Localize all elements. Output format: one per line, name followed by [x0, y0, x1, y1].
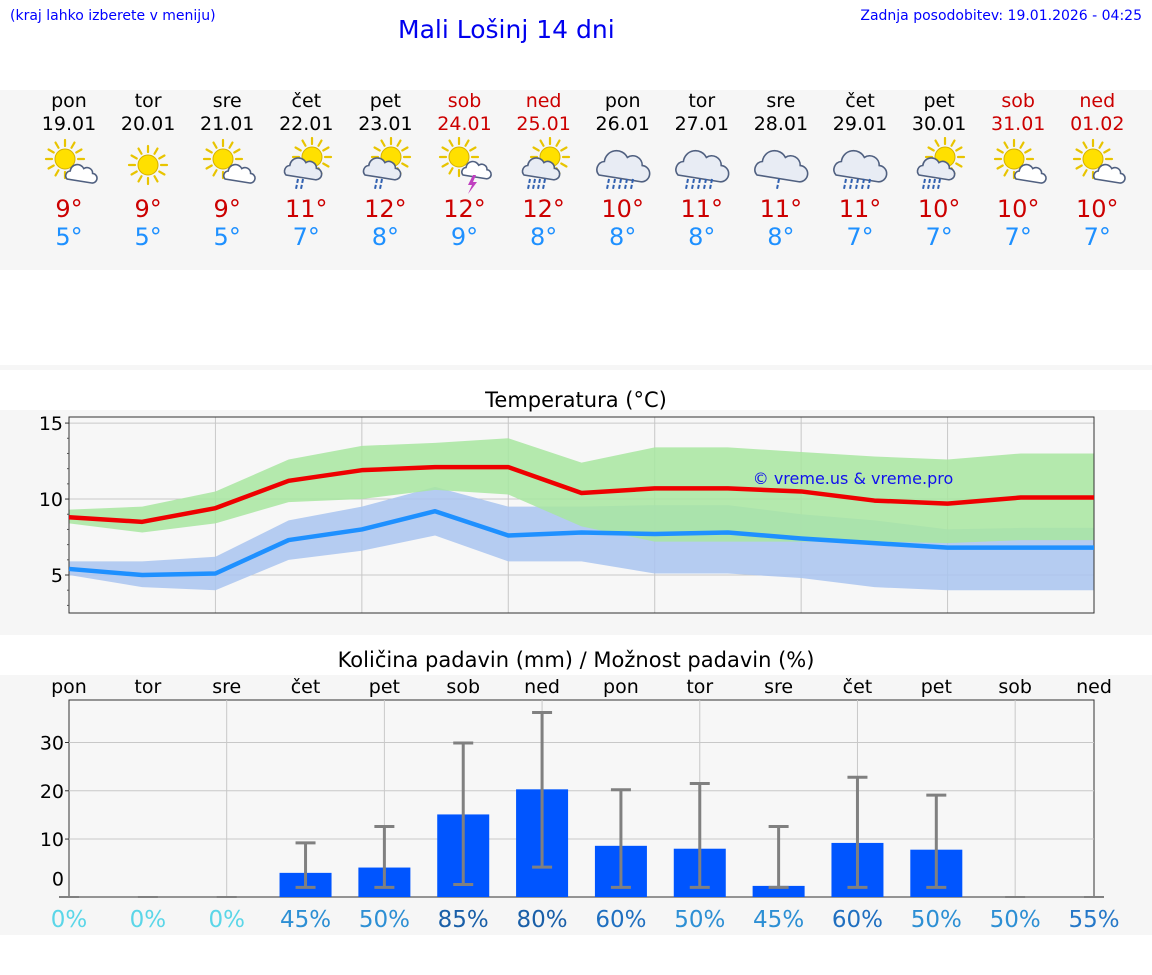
max-temp: 11°: [838, 195, 882, 223]
forecast-day: čet 29.01 11° 7°: [820, 90, 900, 251]
min-temp: 8°: [609, 223, 637, 251]
forecast-day: pon 19.01 9° 5°: [29, 90, 109, 251]
max-temp: 11°: [759, 195, 803, 223]
max-temp: 10°: [917, 195, 961, 223]
forecast-day: sob 24.01 12° 9°: [425, 90, 505, 251]
day-date: 30.01: [911, 113, 967, 135]
max-temp: 11°: [285, 195, 328, 223]
page-title: Mali Lošinj 14 dni: [398, 15, 615, 44]
day-name: pet: [369, 90, 401, 112]
min-temp: 7°: [925, 223, 953, 251]
day-name: pet: [923, 90, 955, 112]
separator: [0, 365, 1152, 370]
min-temp: 7°: [1004, 223, 1032, 251]
day-name: sre: [212, 90, 242, 112]
menu-hint: (kraj lahko izberete v meniju): [10, 8, 216, 24]
precip-chart-panel: [0, 675, 1152, 935]
min-temp: 7°: [846, 223, 874, 251]
day-date: 25.01: [516, 113, 571, 135]
sun-cloud-heavy-rain-icon: [899, 137, 979, 197]
max-temp: 10°: [1076, 195, 1119, 223]
min-temp: 5°: [134, 223, 162, 251]
max-temp: 10°: [996, 195, 1040, 223]
max-temp: 12°: [443, 195, 486, 223]
day-name: sob: [447, 90, 482, 112]
forecast-day: tor 27.01 11° 8°: [662, 90, 742, 251]
forecast-day: pet 30.01 10° 7°: [899, 90, 979, 251]
cloud-heavy-rain-icon: [820, 137, 900, 197]
temp-chart-panel: [0, 410, 1152, 635]
precip-chart-title: Količina padavin (mm) / Možnost padavin …: [337, 648, 815, 672]
day-name: tor: [134, 90, 162, 112]
forecast-day: pon 26.01 10° 8°: [583, 90, 663, 251]
min-temp: 8°: [371, 223, 400, 251]
sun-cloud-icon: [29, 137, 109, 197]
day-name: sob: [1001, 90, 1035, 112]
min-temp: 7°: [1083, 223, 1111, 251]
max-temp: 9°: [213, 195, 241, 223]
min-temp: 5°: [213, 223, 241, 251]
day-name: sre: [766, 90, 796, 112]
sun-cloud-icon: [187, 137, 267, 197]
sun-cloud-icon: [1057, 137, 1137, 197]
day-name: čet: [291, 90, 322, 112]
forecast-day: sre 21.01 9° 5°: [187, 90, 267, 251]
forecast-strip: pon 19.01 9° 5° tor 20.01 9° 5° sre 21.01 9° 5° čet 2…: [0, 90, 1152, 270]
cloud-heavy-rain-icon: [662, 137, 742, 197]
max-temp: 11°: [680, 195, 724, 223]
day-date: 01.02: [1070, 113, 1125, 135]
sun-cloud-icon: [978, 137, 1058, 197]
day-name: ned: [525, 90, 562, 112]
day-name: tor: [688, 90, 716, 112]
sun-cloud-heavy-rain-icon: [504, 137, 584, 197]
forecast-day: čet 22.01 11° 7°: [266, 90, 346, 251]
day-date: 28.01: [753, 113, 809, 135]
min-temp: 9°: [450, 223, 479, 251]
max-temp: 9°: [134, 195, 162, 223]
day-name: ned: [1079, 90, 1116, 112]
sun-icon: [108, 137, 188, 197]
min-temp: 8°: [529, 223, 558, 251]
sun-cloud-rain-icon: [345, 137, 425, 197]
max-temp: 9°: [55, 195, 83, 223]
forecast-day: sre 28.01 11° 8°: [741, 90, 821, 251]
last-updated: Zadnja posodobitev: 19.01.2026 - 04:25: [860, 8, 1142, 24]
cloud-heavy-rain-icon: [583, 137, 663, 197]
sun-cloud-thunder-icon: [425, 137, 505, 197]
forecast-day: ned 01.02 10° 7°: [1057, 90, 1137, 251]
forecast-day: tor 20.01 9° 5°: [108, 90, 188, 251]
day-date: 27.01: [674, 113, 729, 135]
day-date: 29.01: [832, 113, 888, 135]
temp-chart-title: Temperatura (°C): [485, 388, 667, 412]
forecast-day: ned 25.01 12° 8°: [504, 90, 584, 251]
min-temp: 5°: [55, 223, 83, 251]
cloud-rain-icon: [741, 137, 821, 197]
day-date: 23.01: [358, 113, 413, 135]
max-temp: 10°: [601, 195, 644, 223]
min-temp: 8°: [688, 223, 716, 251]
day-date: 22.01: [279, 113, 334, 135]
sun-cloud-rain-icon: [266, 137, 346, 197]
day-name: čet: [845, 90, 875, 112]
forecast-day: pet 23.01 12° 8°: [345, 90, 425, 251]
forecast-day: sob 31.01 10° 7°: [978, 90, 1058, 251]
min-temp: 8°: [767, 223, 795, 251]
max-temp: 12°: [364, 195, 407, 223]
max-temp: 12°: [522, 195, 565, 223]
day-date: 19.01: [41, 113, 97, 135]
day-date: 31.01: [990, 113, 1046, 135]
day-date: 21.01: [199, 113, 255, 135]
day-date: 24.01: [437, 113, 492, 135]
day-date: 26.01: [595, 113, 650, 135]
day-name: pon: [604, 90, 641, 112]
day-date: 20.01: [120, 113, 176, 135]
min-temp: 7°: [292, 223, 320, 251]
day-name: pon: [51, 90, 87, 112]
